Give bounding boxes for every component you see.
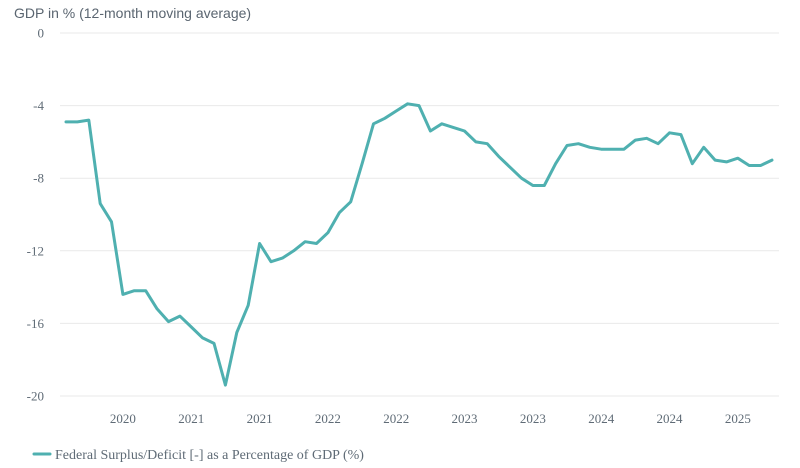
y-tick-label: -20 bbox=[27, 389, 44, 404]
gridlines bbox=[60, 32, 779, 397]
legend-label[interactable]: Federal Surplus/Deficit [-] as a Percent… bbox=[55, 448, 364, 463]
x-tick-label: 2021 bbox=[247, 411, 273, 426]
x-tick-label: 2024 bbox=[588, 411, 615, 426]
x-tick-label: 2020 bbox=[110, 411, 136, 426]
x-tick-label: 2025 bbox=[725, 411, 751, 426]
y-tick-label: 0 bbox=[38, 26, 45, 41]
y-axis-title: GDP in % (12-month moving average) bbox=[14, 5, 251, 21]
y-tick-label: -4 bbox=[33, 98, 44, 113]
legend[interactable]: Federal Surplus/Deficit [-] as a Percent… bbox=[32, 448, 364, 463]
x-tick-label: 2024 bbox=[657, 411, 684, 426]
x-tick-label: 2023 bbox=[520, 411, 546, 426]
series-line[interactable] bbox=[64, 102, 774, 387]
x-tick-label: 2022 bbox=[315, 411, 341, 426]
y-tick-label: -8 bbox=[33, 171, 44, 186]
series-layer bbox=[64, 102, 774, 387]
y-axis-ticks: 0 -4 -8 -12 -16 -20 bbox=[27, 26, 45, 404]
x-axis-ticks: 2020 2021 2021 2022 2022 2023 2023 2024 2024 2025 bbox=[110, 411, 751, 426]
x-tick-label: 2022 bbox=[383, 411, 409, 426]
y-tick-label: -16 bbox=[27, 316, 45, 331]
y-tick-label: -12 bbox=[27, 243, 44, 258]
x-tick-label: 2023 bbox=[452, 411, 478, 426]
x-tick-label: 2021 bbox=[178, 411, 204, 426]
